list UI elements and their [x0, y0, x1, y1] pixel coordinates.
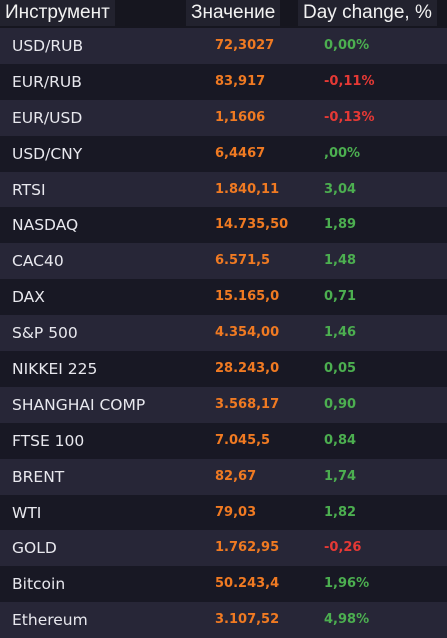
instrument-name: DAX	[12, 288, 45, 307]
table-row[interactable]: SHANGHAI COMP 3.568,17 0,90	[0, 386, 447, 423]
instrument-name: Bitcoin	[12, 575, 66, 594]
instrument-value: 1.840,11	[215, 181, 280, 197]
instrument-value: 82,67	[215, 468, 257, 484]
table-row[interactable]: S&P 500 4.354,00 1,46	[0, 315, 447, 352]
table-row[interactable]: EUR/USD 1,1606 -0,13%	[0, 99, 447, 136]
table-row[interactable]: USD/RUB 72,3027 0,00%	[0, 28, 447, 64]
day-change-value: -0,13%	[324, 109, 375, 125]
instrument-name: BRENT	[12, 467, 65, 486]
instrument-value: 6.571,5	[215, 253, 271, 269]
instrument-name: GOLD	[12, 539, 57, 558]
table-row[interactable]: RTSI 1.840,11 3,04	[0, 171, 447, 208]
day-change-value: 1,46	[324, 325, 357, 341]
instrument-value: 14.735,50	[215, 217, 289, 233]
instrument-value: 83,917	[215, 73, 266, 89]
table-row[interactable]: Bitcoin 50.243,4 1,96%	[0, 566, 447, 603]
instrument-name: S&P 500	[12, 324, 78, 343]
instrument-name: Ethereum	[12, 611, 88, 630]
instrument-name: FTSE 100	[12, 431, 85, 450]
instrument-value: 50.243,4	[215, 576, 280, 592]
instrument-name: NASDAQ	[12, 216, 79, 235]
instrument-value: 7.045,5	[215, 432, 271, 448]
instrument-value: 4.354,00	[215, 325, 280, 341]
table-row[interactable]: BRENT 82,67 1,74	[0, 458, 447, 495]
table-row[interactable]: FTSE 100 7.045,5 0,84	[0, 422, 447, 459]
instrument-value: 3.568,17	[215, 396, 280, 412]
instrument-name: RTSI	[12, 180, 46, 199]
instrument-name: EUR/RUB	[12, 72, 82, 91]
day-change-value: 1,74	[324, 468, 357, 484]
instrument-value: 79,03	[215, 504, 257, 520]
table-row[interactable]: CAC40 6.571,5 1,48	[0, 243, 447, 280]
day-change-value: -0,26	[324, 540, 362, 556]
instrument-name: USD/RUB	[12, 37, 84, 55]
table-row[interactable]: Ethereum 3.107,52 4,98%	[0, 602, 447, 638]
instrument-value: 3.107,52	[215, 612, 280, 628]
day-change-value: 1,89	[324, 217, 357, 233]
table-row[interactable]: GOLD 1.762,95 -0,26	[0, 530, 447, 567]
day-change-value: 1,48	[324, 253, 357, 269]
table-row[interactable]: DAX 15.165,0 0,71	[0, 279, 447, 316]
day-change-value: 0,71	[324, 289, 357, 305]
day-change-value: 0,05	[324, 361, 357, 377]
instrument-value: 15.165,0	[215, 289, 280, 305]
instrument-value: 28.243,0	[215, 361, 280, 377]
table-row[interactable]: WTI 79,03 1,82	[0, 494, 447, 531]
day-change-value: ,00%	[324, 145, 361, 161]
day-change-value: 0,84	[324, 432, 357, 448]
day-change-value: 4,98%	[324, 612, 370, 628]
column-header-value: Значение	[186, 0, 281, 26]
instrument-name: CAC40	[12, 252, 64, 271]
day-change-value: 0,90	[324, 396, 357, 412]
day-change-value: -0,11%	[324, 73, 375, 89]
column-header-day-change: Day change, %	[298, 0, 437, 26]
day-change-value: 3,04	[324, 181, 357, 197]
table-row[interactable]: NASDAQ 14.735,50 1,89	[0, 207, 447, 244]
column-header-instrument: Инструмент	[0, 0, 115, 26]
instrument-name: WTI	[12, 503, 42, 522]
instrument-name: USD/CNY	[12, 144, 83, 163]
table-body: USD/RUB 72,3027 0,00% EUR/RUB 83,917 -0,11% EU…	[0, 28, 447, 638]
instrument-value: 72,3027	[215, 38, 275, 53]
instrument-value: 1.762,95	[215, 540, 280, 556]
table-row[interactable]: USD/CNY 6,4467 ,00%	[0, 135, 447, 172]
day-change-value: 1,96%	[324, 576, 370, 592]
table-row[interactable]: EUR/RUB 83,917 -0,11%	[0, 63, 447, 100]
instrument-value: 1,1606	[215, 109, 266, 125]
instrument-name: EUR/USD	[12, 108, 83, 127]
instrument-name: NIKKEI 225	[12, 360, 98, 379]
table-header: Инструмент Значение Day change, %	[0, 0, 447, 30]
instrument-name: SHANGHAI COMP	[12, 395, 146, 414]
day-change-value: 1,82	[324, 504, 357, 520]
day-change-value: 0,00%	[324, 38, 370, 53]
instrument-value: 6,4467	[215, 145, 266, 161]
table-row[interactable]: NIKKEI 225 28.243,0 0,05	[0, 351, 447, 387]
